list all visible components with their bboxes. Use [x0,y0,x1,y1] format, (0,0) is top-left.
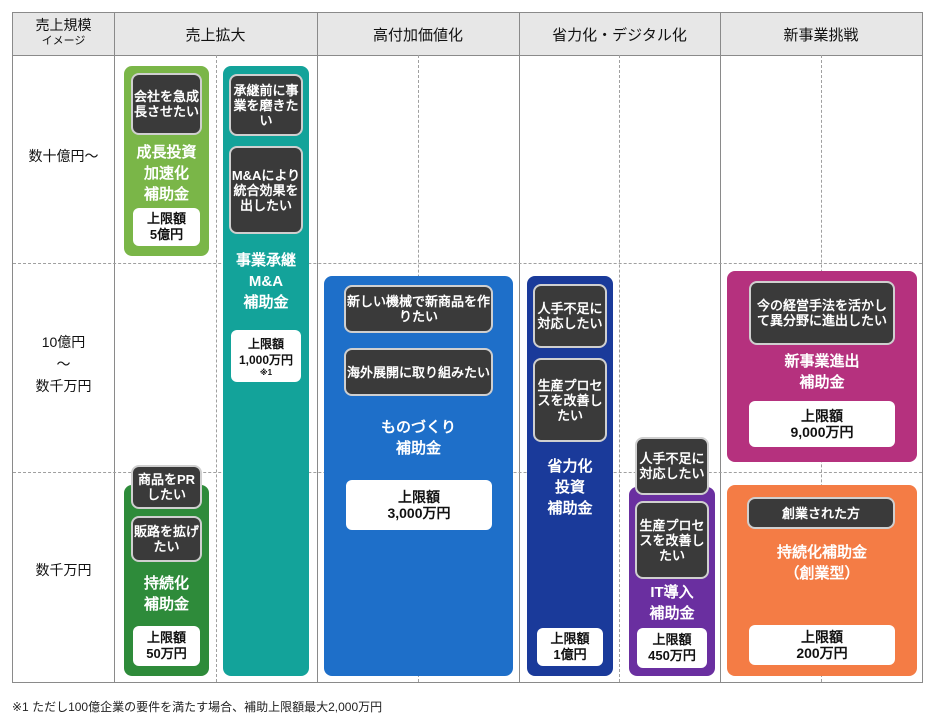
need-pill: M&Aにより統合効果を出したい [229,146,303,234]
title-line: ものづくり [380,419,456,436]
card-title: ものづくり 補助金 [324,417,513,459]
row-label: 数千万円 [35,378,92,394]
succession-subsidy-card: 承継前に事業を磨きたい M&Aにより統合効果を出したい 事業承継 M&A 補助金… [223,66,309,676]
footnote: ※1 ただし100億企業の要件を満たす場合、補助上限額最大2,000万円 [12,700,383,714]
card-title: 事業承継 M&A 補助金 [223,250,309,313]
title-line: 加速化 [143,165,189,182]
card-title: 成長投資 加速化 補助金 [124,142,209,205]
cap-label: 上限額 [247,336,284,351]
cap-box: 上限額 3,000万円 [346,480,492,530]
title-line: 新事業進出 [784,353,860,370]
corner-label: 売上規模 [35,17,92,33]
cap-amount: 1億円 [553,647,587,662]
cap-amount: 50万円 [146,646,187,661]
grid-line [519,13,520,682]
title-line: M&A [248,273,284,290]
row-label: 10億円 [41,334,86,350]
category-header: 省力化・デジタル化 [552,26,687,44]
sustain-subsidy-card: 商品をPRしたい 販路を拡げたい 持続化 補助金 上限額 50万円 [124,465,209,676]
grid-dotted-line [619,55,620,682]
cap-box: 上限額 5億円 [133,208,200,246]
card-title: 新事業進出 補助金 [727,351,917,393]
cap-box: 上限額 450万円 [637,628,707,668]
need-pill: 海外展開に取り組みたい [344,348,493,396]
cap-box: 上限額 1億円 [537,628,603,666]
title-line: 補助金 [395,440,441,457]
cap-label: 上限額 [652,632,692,647]
need-pill: 販路を拡げたい [131,516,202,562]
title-line: 補助金 [547,500,593,517]
cap-note: ※1 [259,367,273,377]
cap-amount: 3,000万円 [387,505,451,521]
need-pill: 生産プロセスを改善したい [635,501,709,579]
cap-box: 上限額 9,000万円 [749,401,895,447]
title-line: （創業型） [784,565,860,582]
category-header: 新事業挑戦 [783,26,859,44]
title-line: 補助金 [649,605,695,622]
need-pill: 創業された方 [747,497,895,529]
grid-line [114,13,115,682]
cap-amount: 200万円 [796,645,848,661]
monozukuri-subsidy-card: 新しい機械で新商品を作りたい 海外展開に取り組みたい ものづくり 補助金 上限額… [324,276,513,676]
need-pill: 人手不足に対応したい [635,437,709,495]
need-pill: 会社を急成長させたい [131,73,202,135]
title-line: 補助金 [143,186,189,203]
title-line: 持続化 [143,575,189,592]
grid-line [317,13,318,682]
need-pill: 今の経営手法を活かして異分野に進出したい [749,281,895,345]
sogyo-subsidy-card: 創業された方 持続化補助金 （創業型） 上限額 200万円 [727,485,917,676]
cap-amount: 1,000万円 [238,352,294,367]
cap-box: 上限額 200万円 [749,625,895,665]
need-pill: 商品をPRしたい [131,465,202,509]
title-line: 持続化補助金 [776,544,867,561]
need-pill: 承継前に事業を磨きたい [229,74,303,136]
shinjigyo-subsidy-card: 今の経営手法を活かして異分野に進出したい 新事業進出 補助金 上限額 9,000… [727,271,917,462]
cap-label: 上限額 [146,630,186,645]
cap-label: 上限額 [801,629,843,645]
cap-label: 上限額 [398,489,440,505]
grid-dotted-line [13,263,922,264]
cap-label: 上限額 [550,631,590,646]
title-line: 成長投資 [136,144,197,161]
grid-dotted-line [216,55,217,682]
cap-amount: 450万円 [648,648,696,663]
header-row [13,13,922,56]
subsidy-matrix: 売上規模 イメージ 売上拡大 高付加価値化 省力化・デジタル化 新事業挑戦 数十… [12,12,923,683]
corner-sublabel: イメージ [41,35,86,47]
category-header: 高付加価値化 [372,26,463,44]
title-line: 補助金 [143,596,189,613]
category-header: 売上拡大 [185,26,246,44]
title-line: 補助金 [243,294,289,311]
card-title: 持続化補助金 （創業型） [727,542,917,584]
need-pill: 生産プロセスを改善したい [533,358,607,442]
cap-label: 上限額 [146,211,186,226]
grid-line [720,13,721,682]
card-title: IT導入 補助金 [629,582,715,624]
growth-subsidy-card: 会社を急成長させたい 成長投資 加速化 補助金 上限額 5億円 [124,66,209,256]
card-title: 持続化 補助金 [124,573,209,615]
cap-box: 上限額 1,000万円 ※1 [231,330,301,382]
cap-amount: 5億円 [149,227,184,242]
it-subsidy-card: 人手不足に対応したい 生産プロセスを改善したい IT導入 補助金 上限額 450… [629,437,715,676]
need-pill: 新しい機械で新商品を作りたい [344,285,493,333]
row-label: 数千万円 [35,562,92,578]
title-line: 事業承継 [235,252,296,269]
cap-amount: 9,000万円 [790,424,854,440]
title-line: 省力化 [547,458,593,475]
cap-label: 上限額 [801,408,843,424]
corner-header: 売上規模 イメージ [13,13,114,55]
cap-box: 上限額 50万円 [133,626,200,666]
title-line: 投資 [554,479,585,496]
row-label: ～ [56,356,71,372]
title-line: IT導入 [650,584,694,601]
card-title: 省力化 投資 補助金 [527,456,613,519]
shoryoku-subsidy-card: 人手不足に対応したい 生産プロセスを改善したい 省力化 投資 補助金 上限額 1… [527,276,613,676]
need-pill: 人手不足に対応したい [533,284,607,348]
title-line: 補助金 [799,374,845,391]
row-label: 数十億円～ [28,148,99,164]
